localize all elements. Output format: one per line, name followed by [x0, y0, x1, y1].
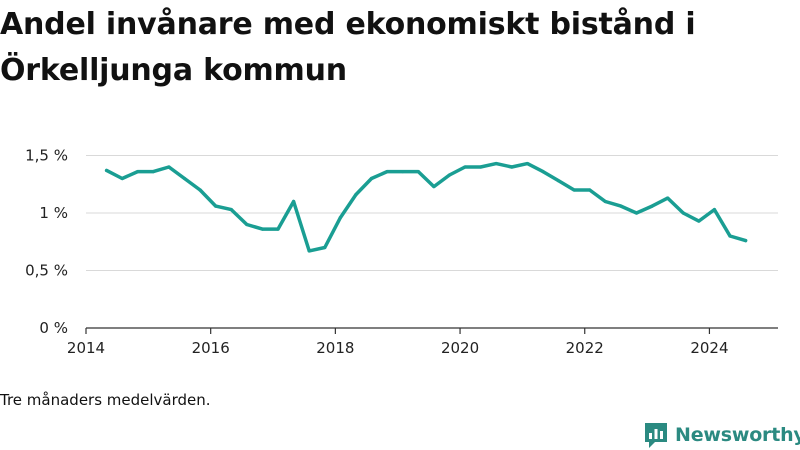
data-point	[151, 170, 155, 174]
data-point	[634, 211, 639, 215]
data-point	[120, 176, 124, 181]
y-tick-label: 0 %	[39, 319, 68, 337]
data-point	[572, 188, 576, 192]
data-point	[354, 193, 358, 197]
line-chart: 0 % 0,5 % 1 % 1,5 % 2014 2016 2018 2020 2022 202…	[25, 147, 778, 357]
y-tick-label: 0,5 %	[25, 262, 68, 280]
data-point	[245, 222, 249, 227]
data-point	[588, 188, 592, 192]
data-point	[650, 204, 654, 208]
data-point	[182, 176, 187, 181]
data-point	[479, 165, 483, 169]
data-point	[712, 207, 717, 212]
data-point	[619, 204, 623, 208]
data-point	[603, 199, 607, 204]
data-point	[463, 165, 467, 169]
x-axis: 2014 2016 2018 2020 2022 2024	[67, 327, 778, 357]
chart-title: Andel invånare med ekonomiskt bistånd i …	[0, 7, 696, 88]
data-point	[556, 179, 561, 183]
data-point	[385, 170, 389, 174]
footnote: Tre månaders medelvärden.	[0, 391, 211, 409]
y-tick-label: 1,5 %	[25, 147, 68, 165]
data-point	[104, 168, 109, 173]
data-point	[229, 207, 233, 212]
data-point	[416, 170, 420, 174]
x-tick-label: 2016	[192, 339, 230, 357]
y-tick-label: 1 %	[39, 204, 68, 222]
data-point	[369, 176, 374, 181]
x-tick-label: 2022	[566, 339, 604, 357]
data-point	[401, 170, 405, 174]
series-line	[104, 161, 748, 253]
data-point	[292, 199, 296, 204]
data-point	[728, 234, 732, 238]
series-layer	[104, 161, 748, 253]
x-tick-label: 2024	[690, 339, 728, 357]
data-point	[743, 239, 748, 243]
data-point	[666, 196, 670, 200]
x-tick-label: 2018	[316, 339, 354, 357]
x-tick-label: 2014	[67, 339, 105, 357]
data-point	[494, 161, 498, 166]
data-point	[307, 249, 311, 253]
data-point	[323, 245, 327, 250]
x-tick-label: 2020	[441, 339, 479, 357]
brand-logo[interactable]: Newsworthy	[643, 420, 800, 450]
data-point	[432, 184, 436, 189]
data-point	[681, 211, 685, 215]
y-axis: 0 % 0,5 % 1 % 1,5 %	[25, 147, 68, 338]
data-point	[697, 219, 701, 223]
data-point	[338, 216, 342, 220]
data-point	[447, 173, 452, 177]
data-point	[198, 188, 202, 192]
data-point	[214, 204, 218, 208]
data-point	[260, 227, 265, 231]
data-point	[541, 170, 545, 174]
data-point	[276, 227, 280, 231]
grid-lines	[86, 155, 778, 271]
data-point	[136, 170, 140, 174]
data-point	[167, 165, 171, 169]
brand-name: Newsworthy	[675, 424, 800, 446]
data-point	[510, 165, 514, 169]
newsworthy-logo-icon	[645, 423, 667, 448]
data-point	[525, 161, 529, 166]
